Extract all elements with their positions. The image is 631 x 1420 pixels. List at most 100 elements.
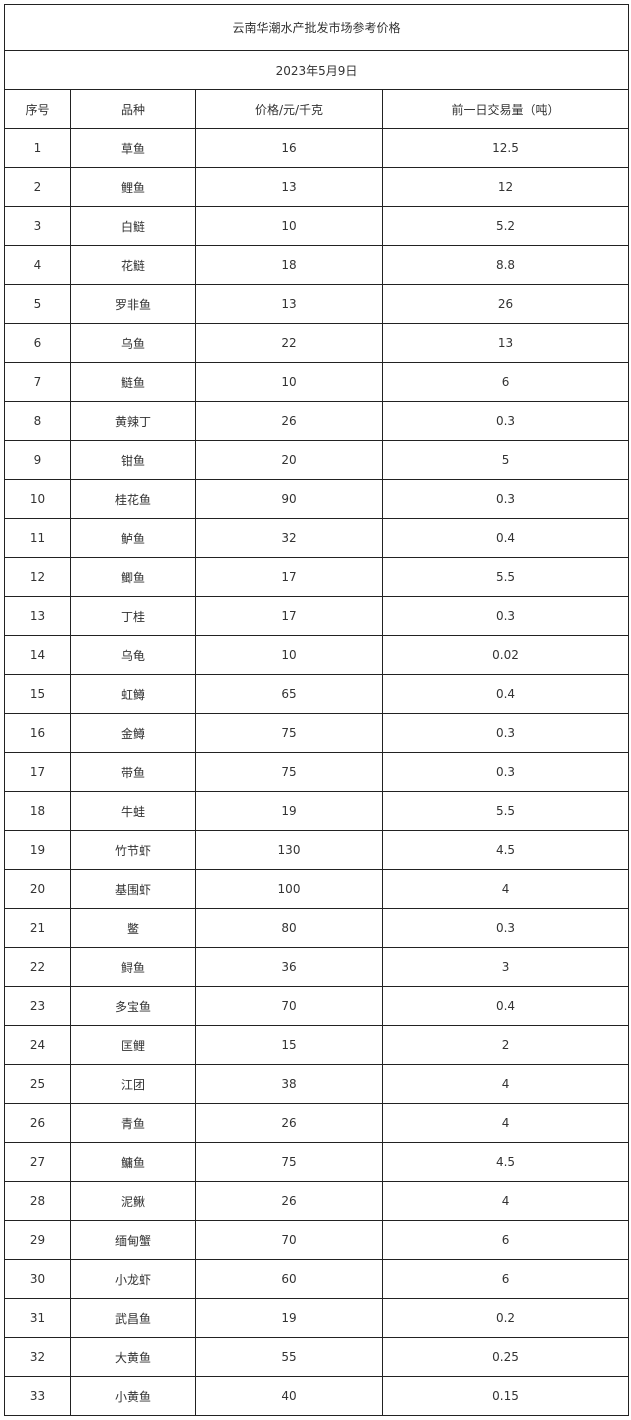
- cell-variety: 缅甸蟹: [70, 1220, 196, 1260]
- cell-index: 25: [4, 1064, 71, 1104]
- cell-price: 15: [195, 1025, 383, 1065]
- table-row: 4 花鲢 18 8.8: [4, 245, 630, 285]
- cell-index: 26: [4, 1103, 71, 1143]
- cell-volume: 4.5: [381, 830, 630, 870]
- cell-index: 32: [4, 1337, 71, 1377]
- cell-price: 75: [195, 713, 383, 753]
- cell-index: 2: [4, 167, 71, 207]
- cell-price: 26: [195, 1181, 383, 1221]
- cell-variety: 乌龟: [70, 635, 196, 675]
- cell-variety: 牛蛙: [70, 791, 196, 831]
- cell-variety: 基围虾: [70, 869, 196, 909]
- cell-price: 36: [195, 947, 383, 987]
- cell-variety: 小龙虾: [70, 1259, 196, 1299]
- cell-volume: 4.5: [381, 1142, 630, 1182]
- cell-index: 21: [4, 908, 71, 948]
- cell-variety: 大黄鱼: [70, 1337, 196, 1377]
- cell-price: 17: [195, 596, 383, 636]
- cell-price: 40: [195, 1376, 383, 1416]
- cell-price: 80: [195, 908, 383, 948]
- cell-volume: 0.3: [381, 713, 630, 753]
- cell-price: 22: [195, 323, 383, 363]
- cell-price: 75: [195, 1142, 383, 1182]
- header-variety: 品种: [70, 89, 196, 129]
- cell-variety: 竹节虾: [70, 830, 196, 870]
- cell-variety: 鲢鱼: [70, 362, 196, 402]
- table-row: 2 鲤鱼 13 12: [4, 167, 630, 207]
- table-row: 32 大黄鱼 55 0.25: [4, 1337, 630, 1377]
- cell-index: 16: [4, 713, 71, 753]
- cell-index: 17: [4, 752, 71, 792]
- cell-variety: 罗非鱼: [70, 284, 196, 324]
- table-row: 8 黄辣丁 26 0.3: [4, 401, 630, 441]
- cell-volume: 6: [381, 362, 630, 402]
- table-row: 10 桂花鱼 90 0.3: [4, 479, 630, 519]
- cell-variety: 花鲢: [70, 245, 196, 285]
- cell-index: 7: [4, 362, 71, 402]
- table-row: 17 带鱼 75 0.3: [4, 752, 630, 792]
- cell-volume: 4: [381, 1103, 630, 1143]
- cell-price: 18: [195, 245, 383, 285]
- cell-variety: 青鱼: [70, 1103, 196, 1143]
- cell-volume: 6: [381, 1259, 630, 1299]
- table-row: 11 鲈鱼 32 0.4: [4, 518, 630, 558]
- cell-price: 13: [195, 284, 383, 324]
- cell-index: 6: [4, 323, 71, 363]
- cell-index: 29: [4, 1220, 71, 1260]
- cell-index: 3: [4, 206, 71, 246]
- cell-variety: 鳖: [70, 908, 196, 948]
- cell-index: 8: [4, 401, 71, 441]
- cell-variety: 鲟鱼: [70, 947, 196, 987]
- cell-price: 16: [195, 128, 383, 168]
- table-row: 31 武昌鱼 19 0.2: [4, 1298, 630, 1338]
- date-row: 2023年5月9日: [3, 50, 630, 90]
- cell-price: 20: [195, 440, 383, 480]
- cell-volume: 2: [381, 1025, 630, 1065]
- table-row: 18 牛蛙 19 5.5: [4, 791, 630, 831]
- table-row: 9 钳鱼 20 5: [4, 440, 630, 480]
- cell-volume: 0.15: [381, 1376, 630, 1416]
- cell-index: 1: [4, 128, 71, 168]
- cell-volume: 12: [381, 167, 630, 207]
- cell-volume: 8.8: [381, 245, 630, 285]
- cell-index: 10: [4, 479, 71, 519]
- cell-index: 33: [4, 1376, 71, 1416]
- cell-variety: 匡鲤: [70, 1025, 196, 1065]
- cell-index: 28: [4, 1181, 71, 1221]
- cell-price: 19: [195, 791, 383, 831]
- cell-volume: 0.3: [381, 401, 630, 441]
- cell-volume: 5.2: [381, 206, 630, 246]
- cell-variety: 小黄鱼: [70, 1376, 196, 1416]
- table-row: 21 鳖 80 0.3: [4, 908, 630, 948]
- cell-variety: 带鱼: [70, 752, 196, 792]
- cell-price: 65: [195, 674, 383, 714]
- cell-price: 10: [195, 206, 383, 246]
- cell-index: 23: [4, 986, 71, 1026]
- cell-variety: 钳鱼: [70, 440, 196, 480]
- cell-price: 26: [195, 401, 383, 441]
- cell-variety: 鲤鱼: [70, 167, 196, 207]
- cell-price: 38: [195, 1064, 383, 1104]
- cell-variety: 黄辣丁: [70, 401, 196, 441]
- cell-volume: 4: [381, 869, 630, 909]
- table-row: 30 小龙虾 60 6: [4, 1259, 630, 1299]
- cell-variety: 金鳟: [70, 713, 196, 753]
- cell-variety: 鳙鱼: [70, 1142, 196, 1182]
- cell-index: 5: [4, 284, 71, 324]
- cell-volume: 0.25: [381, 1337, 630, 1377]
- cell-volume: 5.5: [381, 557, 630, 597]
- cell-volume: 0.3: [381, 752, 630, 792]
- table-row: 1 草鱼 16 12.5: [4, 128, 630, 168]
- cell-index: 11: [4, 518, 71, 558]
- cell-variety: 泥鳅: [70, 1181, 196, 1221]
- cell-price: 70: [195, 1220, 383, 1260]
- cell-variety: 白鲢: [70, 206, 196, 246]
- title-row: 云南华潮水产批发市场参考价格: [3, 4, 630, 51]
- table-row: 26 青鱼 26 4: [4, 1103, 630, 1143]
- cell-index: 31: [4, 1298, 71, 1338]
- table-row: 24 匡鲤 15 2: [4, 1025, 630, 1065]
- table-title: 云南华潮水产批发市场参考价格: [3, 4, 630, 51]
- cell-variety: 乌鱼: [70, 323, 196, 363]
- cell-volume: 0.3: [381, 479, 630, 519]
- table-row: 16 金鳟 75 0.3: [4, 713, 630, 753]
